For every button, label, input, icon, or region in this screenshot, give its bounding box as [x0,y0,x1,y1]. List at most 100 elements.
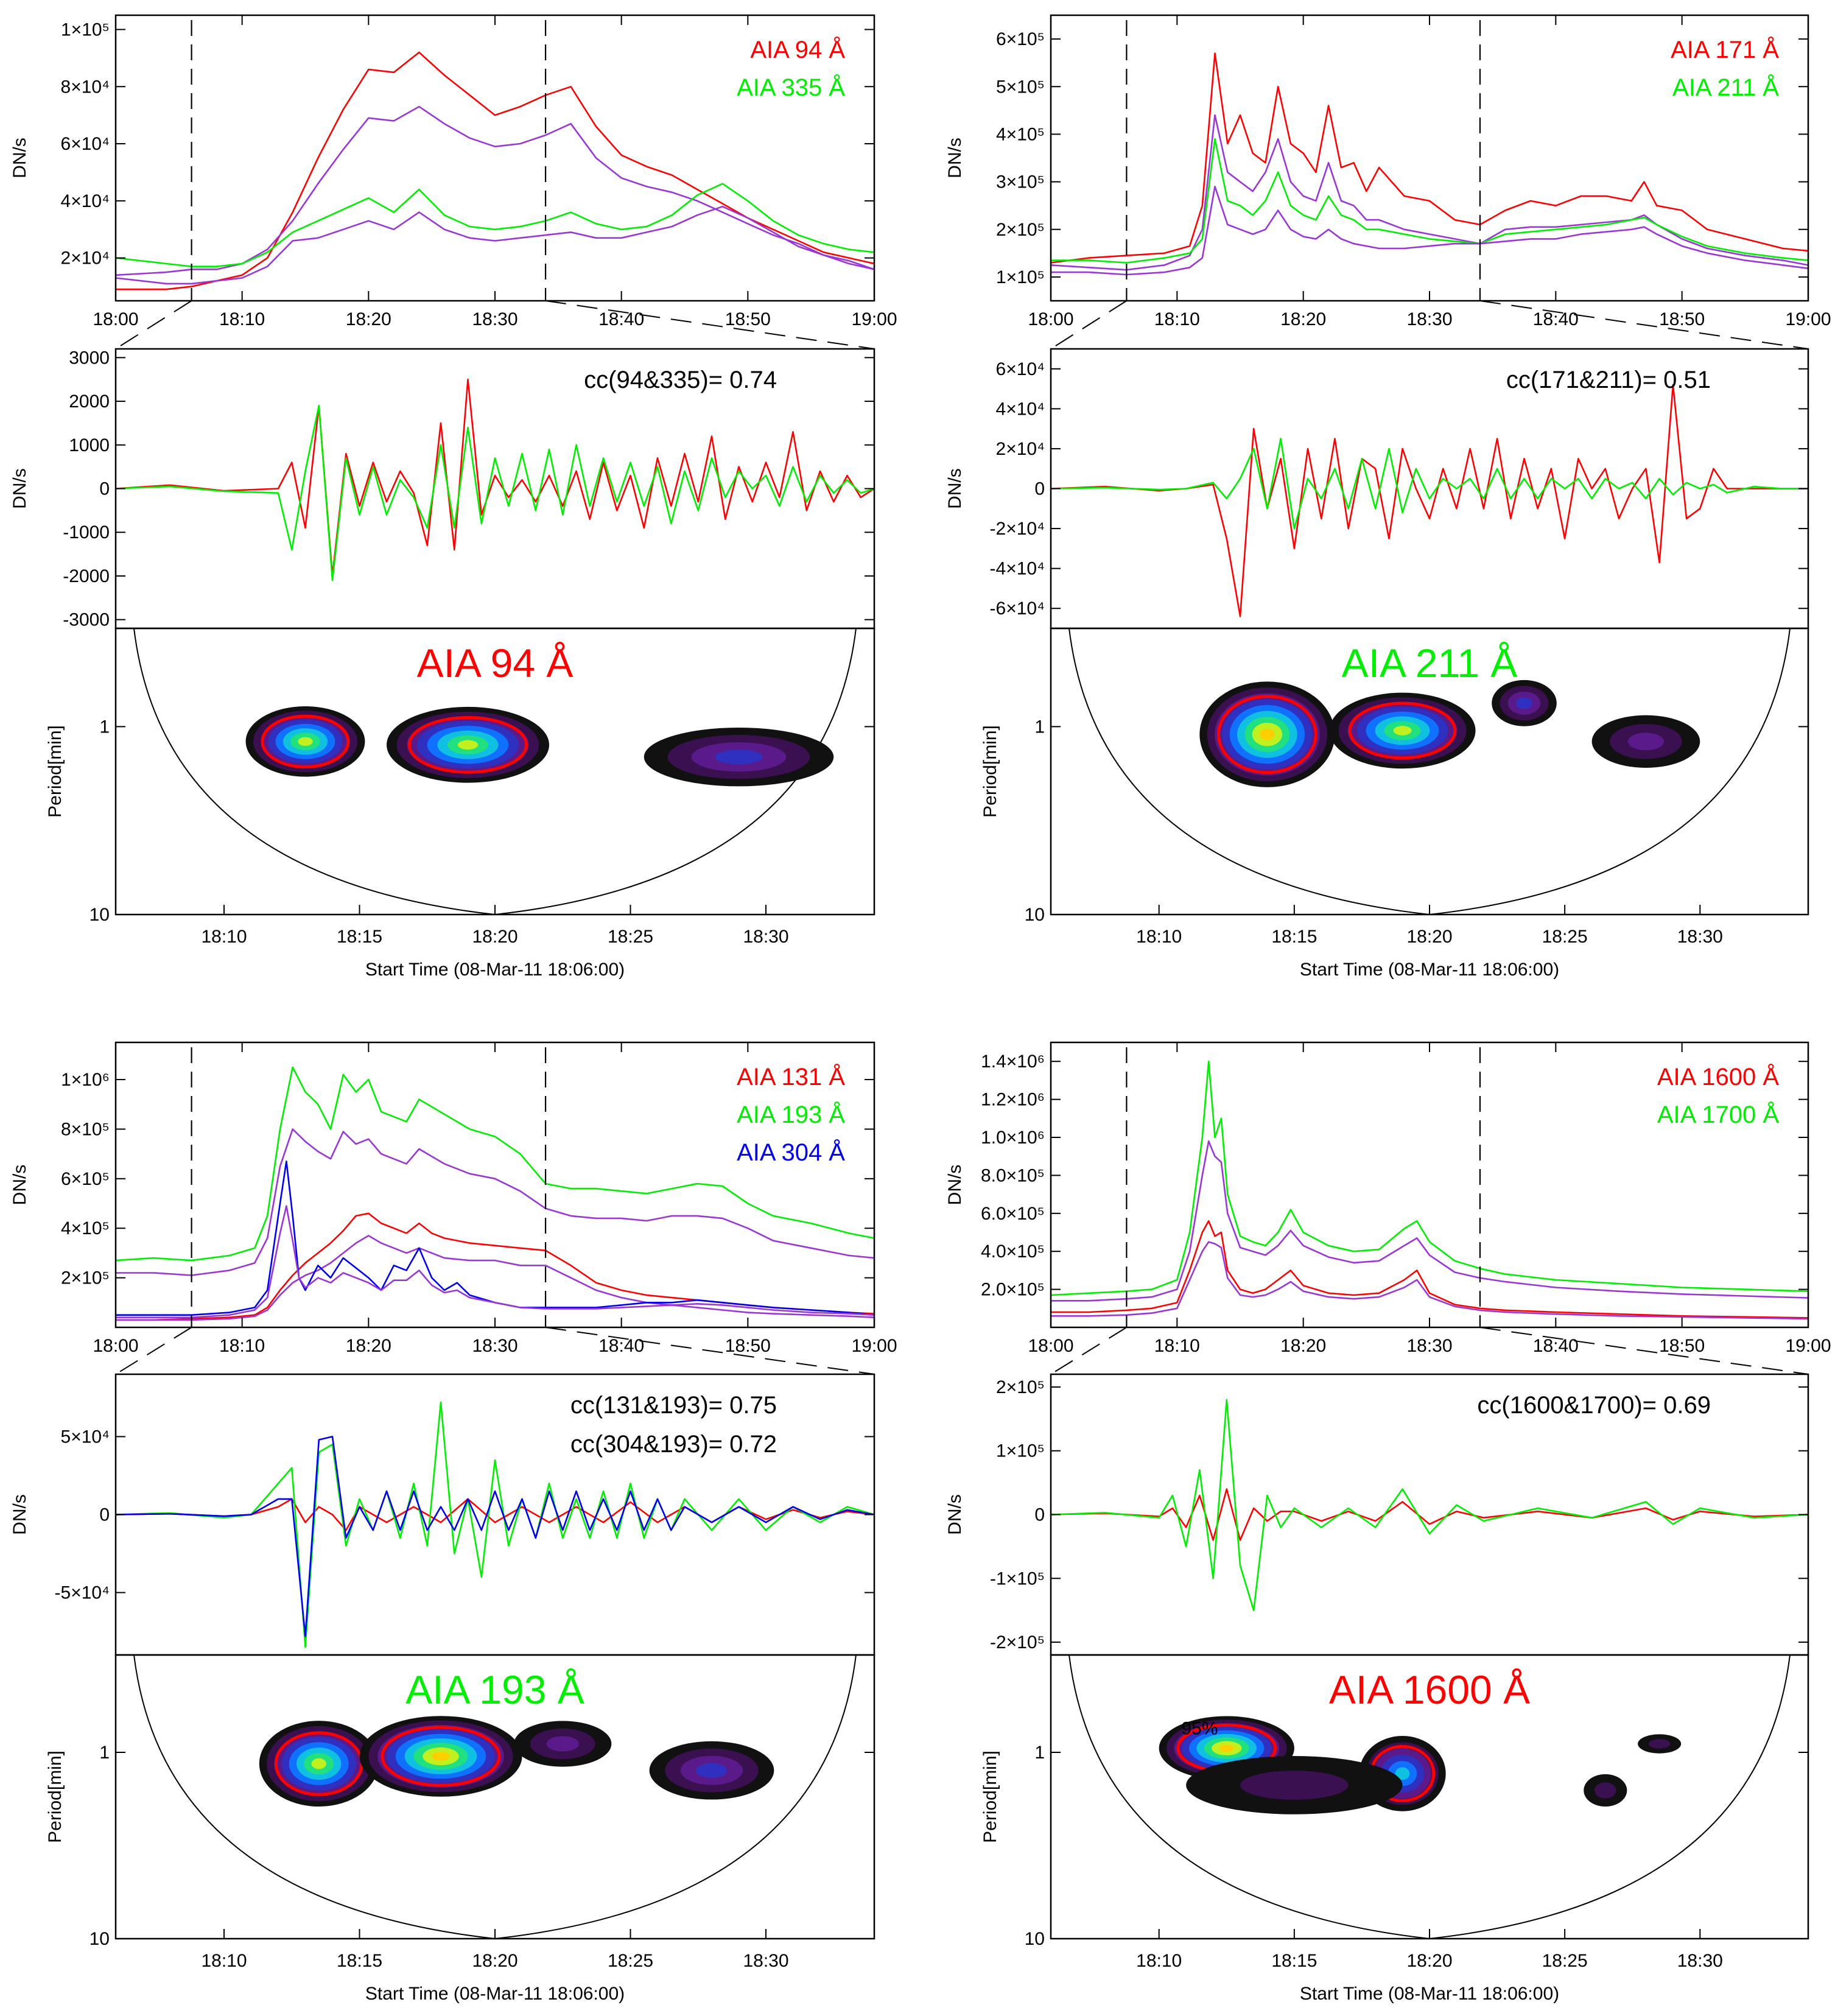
significance-contour [407,715,528,774]
legend-entry: AIA 304 Å [737,1139,845,1166]
ytick-label: 4×10⁵ [996,124,1045,144]
wavelet-power-blob-1 [1329,692,1476,769]
y-axis-label: DN/s [945,1494,965,1535]
power-contour [432,1752,450,1761]
lightcurve-series-0 [115,1066,875,1262]
ytick-label: 6×10⁵ [61,1169,110,1189]
ytick-label: 4×10⁴ [61,191,110,211]
lightcurve-series-5 [116,1205,875,1318]
zoom-connector-right [1479,300,1809,349]
y-axis-label: DN/s [945,1165,965,1206]
ytick-label: 10 [1025,905,1045,925]
ytick-label: 2.0×10⁵ [981,1280,1045,1300]
ytick-label: 1×10⁵ [61,19,110,40]
lightcurve-panel: 2×10⁵ 4×10⁵ 6×10⁵ 8×10⁵ 1×10⁶ 18:00 18:10 18:20… [10,1041,897,1356]
xtick-label: 18:25 [608,1951,653,1971]
power-contour [1219,1744,1235,1752]
xtick-label: 18:20 [346,1336,391,1356]
xtick-label: 18:50 [1659,309,1705,329]
xtick-label: 19:00 [851,309,897,329]
xtick-label: 18:25 [1542,927,1588,947]
power-contour [1627,732,1665,751]
legend-entry: AIA 193 Å [737,1101,845,1128]
significance-contour [1348,701,1457,760]
lightcurve-series-1 [1050,114,1809,271]
ytick-label: 1.4×10⁶ [981,1052,1045,1072]
detrended-panel: -5×10⁴ 0 5×10⁴ DN/s cc(131&193)= 0.75 cc(304&… [10,1373,875,1656]
ytick-label: 3×10⁵ [996,172,1045,192]
xtick-label: 18:00 [1028,309,1073,329]
xtick-label: 18:20 [472,927,518,947]
wavelet-power-blob-2 [514,1721,612,1767]
power-contour [1648,1739,1671,1749]
xtick-label: 18:25 [1542,1951,1588,1971]
wavelet-power-blob-1 [387,706,549,783]
wavelet-title: AIA 193 Å [405,1667,584,1712]
ytick-label: -3000 [63,610,110,630]
xtick-label: 18:15 [337,927,382,947]
significance-contour [381,1726,501,1787]
detrended-series-0 [1050,384,1808,617]
power-contour [457,740,479,750]
power-contour [546,1736,579,1752]
xtick-label: 18:10 [219,309,265,329]
chart-A: 2×10⁴ 4×10⁴ 6×10⁴ 8×10⁴ 1×10⁵ 18:00 18:10 18:20… [10,14,897,980]
significance-contour [1216,695,1317,774]
ytick-label: 6×10⁴ [61,134,110,154]
ytick-label: 6×10⁴ [996,359,1045,379]
xtick-label: 18:00 [1028,1336,1073,1356]
ytick-label: 2×10⁴ [996,439,1045,459]
xtick-label: 18:30 [1677,927,1723,947]
xtick-label: 18:15 [1271,1951,1317,1971]
xtick-label: 18:10 [1136,927,1182,947]
ytick-label: 6.0×10⁵ [981,1204,1045,1224]
ytick-label: 1×10⁶ [61,1070,110,1090]
zoom-connector-left [115,1327,192,1375]
xtick-label: 18:30 [743,927,788,947]
y-axis-label: DN/s [10,468,30,509]
ytick-label: 2×10⁵ [996,1377,1045,1397]
wavelet-panel: 1 10 18:10 18:15 18:20 18:25 18:30 Period[min] S… [45,1654,875,2004]
ytick-label: 1×10⁵ [996,267,1045,287]
detrended-series-1 [1050,1399,1809,1611]
xtick-label: 19:00 [851,1336,897,1356]
ytick-label: 4×10⁴ [996,399,1045,419]
ytick-label: 10 [1025,1929,1045,1949]
legend-entry: AIA 1600 Å [1657,1063,1779,1091]
x-axis-label: Start Time (08-Mar-11 18:06:00) [365,960,625,980]
wavelet-title: AIA 211 Å [1342,641,1518,686]
xtick-label: 18:20 [1280,309,1326,329]
ytick-label: 1 [99,1743,110,1763]
wavelet-panel: 1 10 18:10 18:15 18:20 18:25 18:30 Period[min] S… [980,1654,1809,2004]
wavelet-title: AIA 1600 Å [1329,1667,1530,1712]
legend-entry: AIA 211 Å [1672,74,1779,101]
ytick-label: 1000 [69,435,110,455]
ytick-label: 2000 [69,392,110,412]
xtick-label: 18:40 [598,1336,644,1356]
xtick-label: 19:00 [1785,309,1831,329]
legend-entry: AIA 131 Å [737,1063,845,1091]
power-contour [298,737,313,746]
ytick-label: -5×10⁴ [55,1583,110,1603]
lightcurve-panel: 2×10⁴ 4×10⁴ 6×10⁴ 8×10⁴ 1×10⁵ 18:00 18:10 18:20… [10,14,897,329]
xtick-label: 18:30 [743,1951,788,1971]
xtick-label: 18:40 [1533,1336,1579,1356]
xtick-label: 18:00 [93,1336,138,1356]
xtick-label: 18:25 [608,927,653,947]
xtick-label: 18:15 [1271,927,1317,947]
ytick-label: 0 [99,1505,110,1525]
detrended-series-1 [1050,438,1808,530]
significance-contour [261,714,350,768]
xtick-label: 18:10 [1154,1336,1200,1356]
lightcurve-series-3 [1051,1241,1809,1320]
zoom-connector-right [545,1327,875,1375]
wavelet-power-blob-1 [359,1716,522,1797]
wavelet-power-blob-4 [1638,1734,1682,1754]
y-axis-label: DN/s [945,138,965,178]
ytick-label: 8×10⁴ [61,77,110,97]
detrended-panel: -3000 -2000 -1000 0 1000 2000 3000 DN/s cc(94&33… [10,348,875,630]
lightcurve-series-0 [1050,1060,1809,1296]
ytick-label: 3000 [69,348,110,368]
ytick-label: 8.0×10⁵ [981,1165,1045,1185]
